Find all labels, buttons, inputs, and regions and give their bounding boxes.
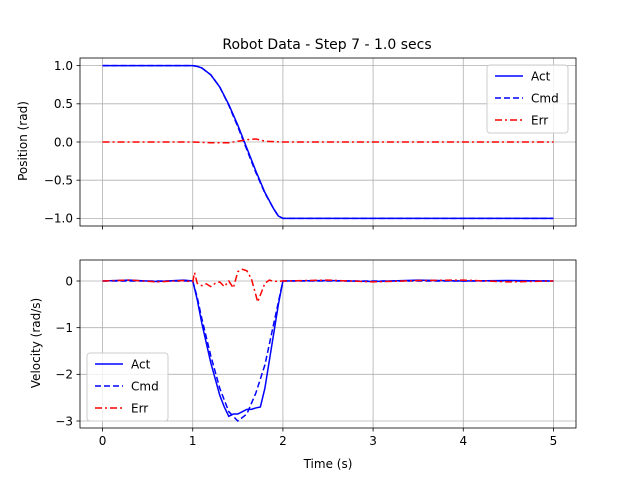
legend: Act Cmd Err <box>486 64 569 134</box>
legend-box <box>86 352 169 422</box>
legend-label-err: Err <box>531 113 548 127</box>
y-tick-label: 1.0 <box>54 59 73 73</box>
y-tick-label: −1 <box>55 321 73 335</box>
legend-label-cmd: Cmd <box>531 91 559 105</box>
position-panel: −1.0 −0.5 0.0 0.5 1.0 Act Cmd Err <box>44 57 577 230</box>
legend-label-act: Act <box>531 69 551 83</box>
y-tick-label: −1.0 <box>44 212 73 226</box>
legend: Act Cmd Err <box>86 352 169 422</box>
axes-frame <box>79 259 577 429</box>
series-line-cmd <box>102 64 554 220</box>
x-tick-label: 1 <box>189 434 197 448</box>
x-tick-label: 5 <box>550 434 558 448</box>
x-tick-label: 2 <box>279 434 287 448</box>
bottom-x-axis-label: Time (s) <box>303 457 353 471</box>
x-tick-label: 4 <box>459 434 467 448</box>
legend-label-act: Act <box>131 357 151 371</box>
velocity-panel: 0 1 2 3 4 5 −3 −2 −1 0 Act Cmd Err <box>55 259 577 448</box>
chart-title: Robot Data - Step 7 - 1.0 secs <box>222 37 431 53</box>
y-tick-label: −3 <box>55 414 73 428</box>
y-tick-label: −0.5 <box>44 173 73 187</box>
y-tick-label: 0.0 <box>54 135 73 149</box>
y-tick-label: 0 <box>65 274 73 288</box>
top-y-axis-label: Position (rad) <box>16 101 30 181</box>
legend-box <box>486 64 569 134</box>
bottom-y-axis-label: Velocity (rad/s) <box>29 298 43 388</box>
series-line-err <box>102 268 554 305</box>
series-line-act <box>102 279 554 418</box>
legend-label-cmd: Cmd <box>131 379 159 393</box>
x-tick-label: 3 <box>369 434 377 448</box>
series-line-err <box>102 138 554 144</box>
legend-label-err: Err <box>131 401 148 415</box>
x-tick-label: 0 <box>99 434 107 448</box>
y-tick-label: 0.5 <box>54 97 73 111</box>
series-line-cmd <box>102 280 554 423</box>
y-tick-label: −2 <box>55 368 73 382</box>
